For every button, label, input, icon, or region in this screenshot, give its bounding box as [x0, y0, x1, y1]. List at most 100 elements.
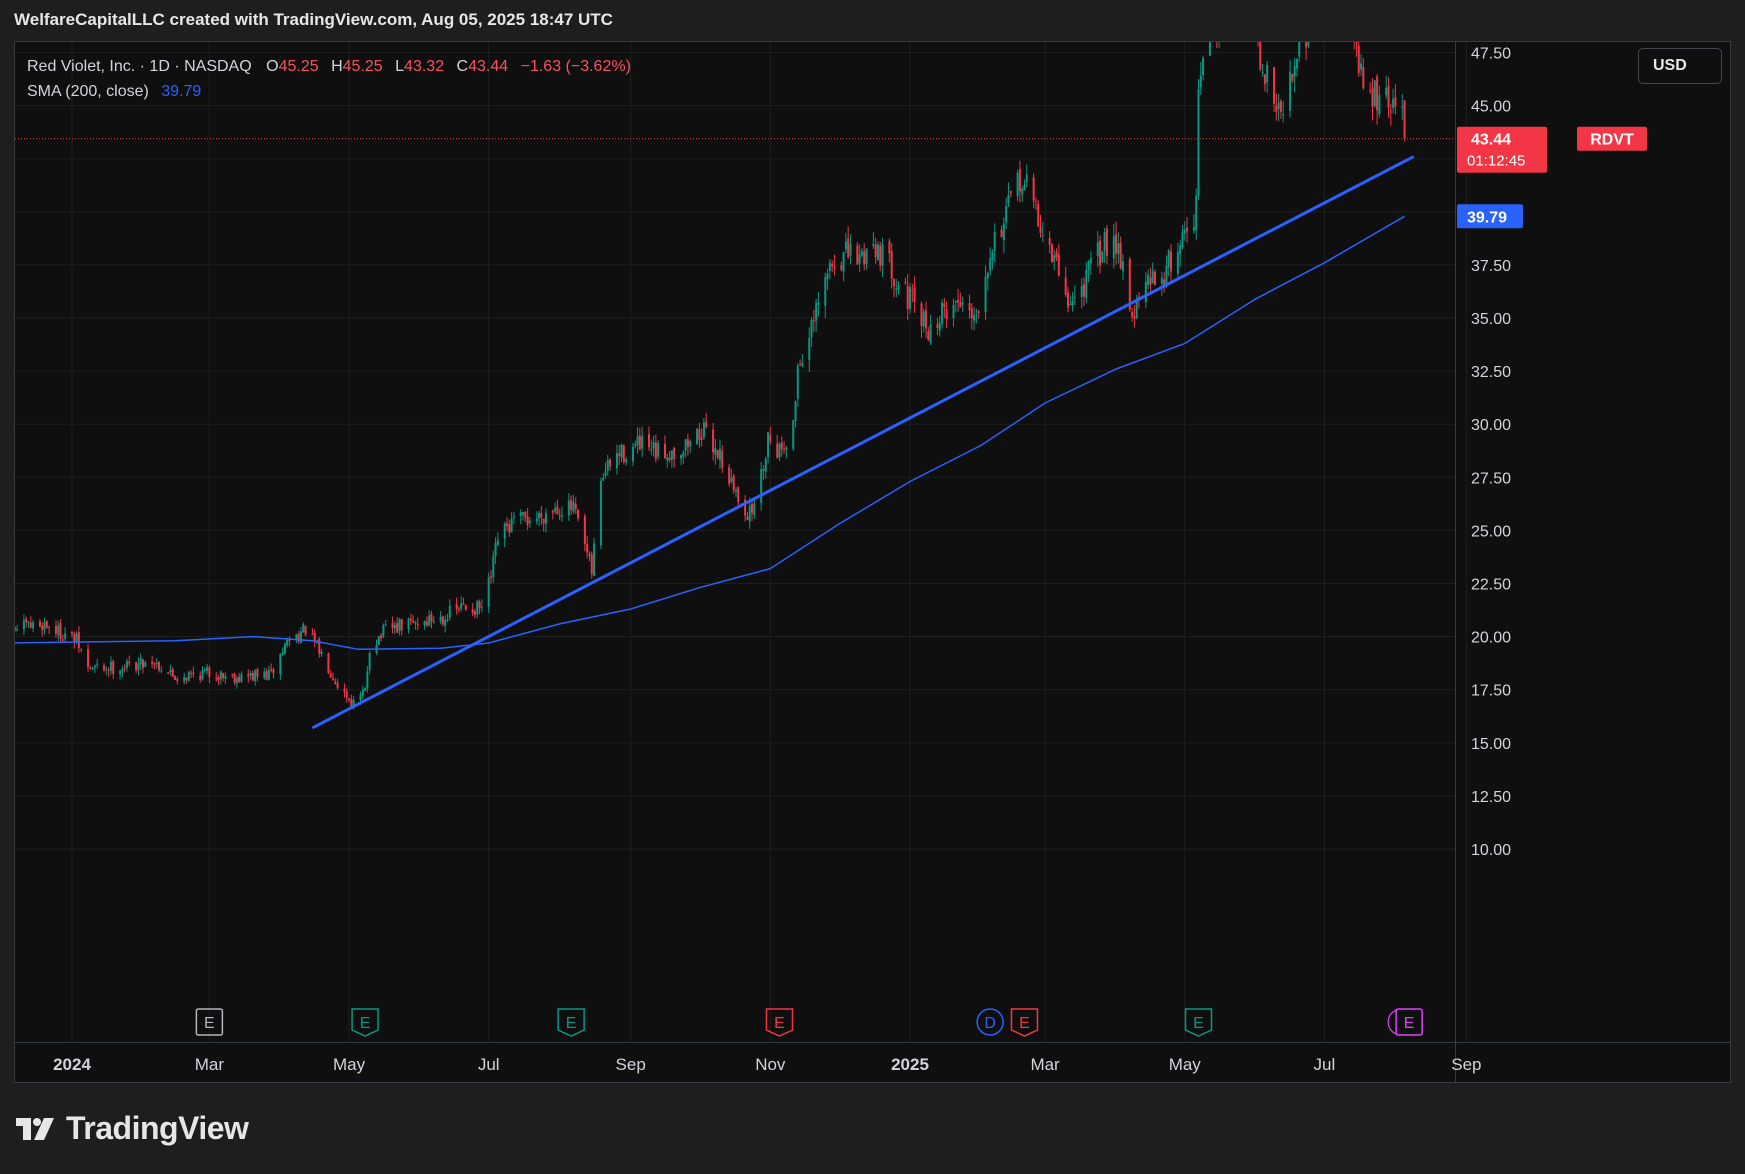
candle [428, 610, 431, 627]
candle-body [1021, 188, 1024, 195]
time-axis-label: May [333, 1055, 366, 1074]
candle-body [682, 452, 685, 457]
event-marker-e[interactable]: E [1387, 1008, 1423, 1036]
candle [991, 249, 994, 270]
event-marker-d[interactable]: D [976, 1008, 1004, 1036]
candle [526, 507, 529, 530]
candle-body [391, 622, 394, 628]
currency-button[interactable]: USD [1638, 48, 1722, 84]
candle [1373, 79, 1376, 108]
candle-body [762, 469, 765, 471]
price-axis-label: 30.00 [1471, 417, 1511, 434]
event-marker-e[interactable]: E [1010, 1008, 1039, 1037]
candle-body [769, 434, 772, 442]
candle-body [240, 674, 243, 683]
candle-body [359, 694, 362, 701]
candle-body [1298, 42, 1301, 57]
event-marker-e[interactable]: E [557, 1008, 585, 1037]
candle-body [462, 603, 465, 605]
candle-body [393, 624, 396, 629]
candle-body [15, 626, 16, 632]
candle-body [455, 603, 458, 610]
candle-body [412, 620, 415, 623]
candle-body [1176, 252, 1179, 274]
candle-body [336, 683, 339, 688]
candle-body [1197, 89, 1200, 196]
candle [872, 232, 875, 249]
candle [906, 274, 909, 321]
event-marker-e[interactable]: E [765, 1008, 794, 1037]
candle-body [938, 322, 941, 331]
time-axis-label: May [1169, 1055, 1202, 1074]
event-marker-e[interactable]: E [195, 1008, 224, 1036]
candle [815, 298, 818, 332]
candle [705, 412, 708, 429]
candle-body [1392, 98, 1395, 108]
candle [1131, 307, 1134, 322]
candle-body [352, 700, 355, 707]
candle [160, 666, 163, 673]
symbol-label[interactable]: Red Violet, Inc. · 1D · NASDAQ [27, 58, 252, 75]
candle [1018, 160, 1021, 203]
candle [190, 670, 193, 679]
candle-body [540, 513, 543, 518]
candle-body [1279, 101, 1282, 112]
candle [831, 260, 834, 273]
candle-body [251, 673, 254, 681]
event-marker-e[interactable]: E [351, 1008, 379, 1037]
candle-body [1112, 236, 1115, 259]
event-marker-e[interactable]: E [1184, 1008, 1213, 1037]
candle-body [171, 669, 174, 677]
candle-body [476, 600, 479, 615]
candle-body [1005, 206, 1008, 223]
candle-body [812, 320, 815, 322]
chart-panel[interactable]: 52.5050.0047.5045.0037.5035.0032.5030.00… [14, 41, 1731, 1083]
candle [137, 657, 140, 676]
candle [863, 243, 866, 271]
candle-body [1186, 227, 1189, 232]
candle [929, 314, 932, 346]
candle [329, 669, 332, 678]
candle [1257, 42, 1259, 47]
candle-body [176, 678, 179, 682]
candle-body [602, 477, 605, 481]
candle [235, 675, 238, 689]
candle-body [1295, 58, 1298, 69]
candle [664, 435, 667, 460]
candle-body [590, 554, 593, 575]
candle-body [989, 258, 992, 271]
candle [792, 419, 795, 452]
candle [87, 643, 90, 672]
candle-body [1181, 232, 1184, 248]
sma-legend-row[interactable]: SMA (200, close) 39.79 [27, 79, 631, 104]
candle-body [1153, 271, 1156, 286]
candle-body [364, 688, 367, 691]
candle-body [609, 459, 612, 467]
candle-body [1360, 63, 1363, 70]
candle-body [538, 512, 541, 519]
candle-body [1007, 194, 1010, 204]
ohlc-legend-row[interactable]: Red Violet, Inc. · 1D · NASDAQ O45.25 H4… [27, 54, 631, 79]
candle-body [1048, 237, 1051, 245]
candle [1055, 248, 1058, 261]
tradingview-logo[interactable]: TradingView [16, 1110, 249, 1147]
candle-body [1066, 292, 1069, 308]
candle [348, 697, 351, 703]
candle [393, 621, 396, 634]
candle [167, 672, 170, 675]
candle [952, 298, 955, 327]
candle [1403, 100, 1406, 142]
candle-body [492, 555, 495, 578]
candle [1066, 286, 1069, 313]
candle [61, 634, 64, 642]
candle-body [570, 499, 573, 510]
candle-body [986, 272, 989, 279]
candle [799, 359, 802, 366]
candle-body [446, 619, 449, 621]
candle-body [1273, 67, 1276, 104]
candle-body [506, 523, 509, 526]
candle [430, 610, 433, 629]
candle-body [1208, 42, 1211, 56]
candle-body [1192, 226, 1195, 231]
price-chart[interactable]: 52.5050.0047.5045.0037.5035.0032.5030.00… [15, 42, 1731, 1083]
